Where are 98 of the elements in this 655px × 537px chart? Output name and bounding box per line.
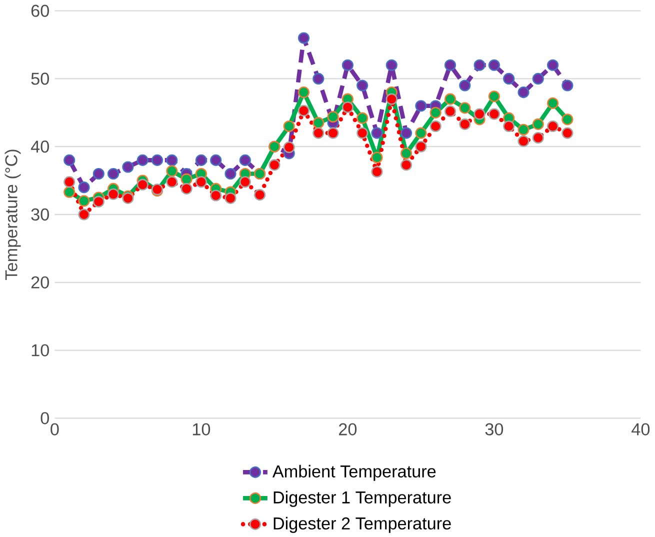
point bbox=[562, 127, 574, 139]
point bbox=[444, 105, 456, 118]
point bbox=[488, 59, 500, 71]
point bbox=[92, 168, 104, 180]
point bbox=[400, 127, 412, 139]
point bbox=[503, 120, 515, 132]
x-tick-label: 40 bbox=[632, 423, 650, 436]
point bbox=[108, 168, 120, 180]
point bbox=[459, 102, 471, 114]
y-tick-label: 20 bbox=[31, 276, 49, 288]
y-tick-label: 50 bbox=[31, 72, 49, 85]
point bbox=[342, 59, 354, 71]
point bbox=[108, 188, 120, 200]
point bbox=[166, 154, 178, 166]
point bbox=[562, 80, 574, 92]
point bbox=[415, 100, 427, 112]
point bbox=[78, 195, 90, 207]
point bbox=[122, 161, 134, 173]
point bbox=[415, 140, 427, 152]
point bbox=[312, 116, 324, 129]
point bbox=[430, 120, 442, 132]
point bbox=[386, 93, 398, 105]
point bbox=[224, 192, 236, 204]
point bbox=[562, 114, 574, 126]
point bbox=[327, 127, 339, 139]
point bbox=[430, 106, 442, 118]
point bbox=[239, 176, 251, 188]
legend-label: Digester 1 Temperature bbox=[274, 490, 451, 507]
point bbox=[166, 165, 178, 177]
point bbox=[239, 154, 251, 166]
y-tick-label: 40 bbox=[30, 140, 49, 153]
x-tick-label: 20 bbox=[339, 423, 357, 436]
point bbox=[371, 152, 383, 164]
point bbox=[312, 72, 324, 84]
point bbox=[268, 159, 280, 171]
point bbox=[518, 86, 530, 98]
point bbox=[356, 127, 368, 139]
point bbox=[283, 120, 295, 132]
point bbox=[254, 188, 266, 201]
point bbox=[195, 154, 207, 166]
legend-label: Ambient Temperature bbox=[272, 464, 436, 481]
point bbox=[327, 110, 339, 122]
point bbox=[400, 159, 412, 171]
point bbox=[474, 108, 486, 120]
point bbox=[64, 176, 76, 188]
y-tick-label: 60 bbox=[31, 4, 49, 17]
y-tick-label: 30 bbox=[31, 208, 49, 220]
point bbox=[78, 208, 90, 220]
point bbox=[518, 135, 530, 147]
point bbox=[488, 90, 500, 102]
point bbox=[342, 101, 354, 113]
point bbox=[444, 93, 456, 105]
point bbox=[312, 127, 324, 139]
point bbox=[210, 190, 222, 202]
point bbox=[166, 176, 178, 188]
y-tick-label: 10 bbox=[32, 344, 49, 356]
point bbox=[503, 72, 515, 84]
point bbox=[64, 154, 76, 166]
point bbox=[371, 166, 383, 178]
point bbox=[151, 154, 164, 166]
point bbox=[459, 118, 471, 130]
point bbox=[210, 154, 222, 166]
legend-label: Digester 2 Temperature bbox=[274, 516, 451, 533]
y-tick-label: 0 bbox=[40, 412, 49, 424]
point bbox=[547, 120, 559, 132]
x-tick-label: 10 bbox=[192, 423, 210, 436]
point bbox=[180, 182, 192, 194]
point bbox=[400, 148, 412, 160]
y-axis-title: Temperature (°C) bbox=[4, 150, 21, 280]
point bbox=[298, 32, 310, 44]
point bbox=[532, 132, 544, 144]
point bbox=[64, 186, 76, 198]
point bbox=[136, 178, 148, 190]
point bbox=[298, 104, 310, 116]
point bbox=[474, 59, 486, 71]
point bbox=[180, 173, 192, 185]
point bbox=[459, 80, 471, 92]
point bbox=[298, 86, 310, 98]
point bbox=[356, 112, 368, 124]
point bbox=[78, 181, 90, 194]
point bbox=[224, 168, 236, 180]
point bbox=[92, 196, 104, 208]
point bbox=[283, 141, 295, 153]
point bbox=[532, 118, 544, 130]
point bbox=[547, 59, 559, 71]
point bbox=[136, 154, 148, 166]
point bbox=[532, 72, 544, 84]
point bbox=[371, 127, 383, 139]
point bbox=[444, 59, 456, 71]
point bbox=[386, 59, 398, 71]
point bbox=[518, 124, 530, 136]
point bbox=[195, 176, 207, 188]
x-tick-label: 30 bbox=[485, 423, 504, 436]
x-tick-label: 0 bbox=[50, 423, 59, 436]
point bbox=[488, 108, 500, 120]
point bbox=[415, 127, 427, 139]
point bbox=[547, 97, 559, 109]
point bbox=[356, 80, 368, 92]
